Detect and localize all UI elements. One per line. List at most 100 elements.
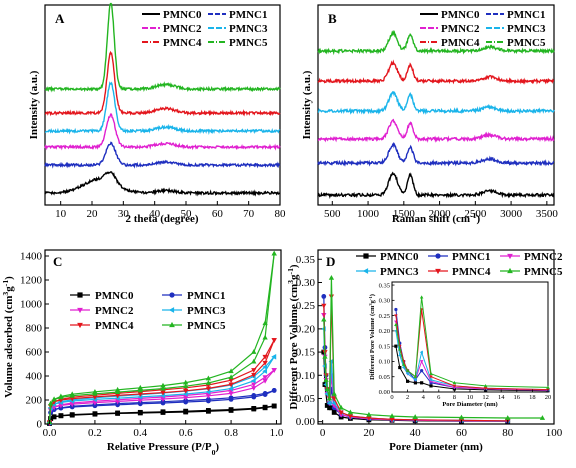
inset-point-pmnc3 — [429, 378, 433, 382]
data-point-pmnc5 — [251, 349, 257, 354]
inset-ytick-label: 0.35 — [379, 282, 390, 289]
inset-point-pmnc5 — [452, 380, 457, 385]
data-point-pmnc4 — [228, 378, 234, 384]
data-point-pmnc0 — [183, 408, 189, 414]
inset-x-axis-label: Pore Diameter (nm) — [442, 401, 497, 408]
panel-a-xtick-label: 20 — [87, 208, 99, 220]
panel-d-ytick-label: 0.05 — [296, 393, 316, 405]
series-line-pmnc3 — [45, 81, 281, 135]
data-point-pmnc5 — [328, 274, 335, 280]
series-line-pmnc1 — [44, 141, 281, 169]
panel-b-xtick-label: 2000 — [429, 208, 452, 220]
x-axis-label-b-part: -1 — [470, 211, 477, 220]
inset-y-axis-label: Different Pore Volume (cm3g-1) — [368, 294, 377, 380]
data-point-pmnc3 — [262, 364, 268, 370]
data-point-pmnc5 — [228, 368, 234, 374]
panel-label-c: C — [53, 254, 62, 269]
panel-d-xtick-label: 80 — [502, 427, 514, 439]
inset-ytick-label: 0.30 — [379, 298, 390, 305]
panel-d-xtick-label: 100 — [546, 427, 563, 439]
data-point-pmnc5 — [183, 383, 189, 389]
data-point-pmnc5 — [347, 409, 354, 415]
data-point-pmnc3 — [328, 358, 334, 364]
panel-c-ytick-label: 1000 — [20, 299, 43, 311]
panel-b-xtick-label: 3500 — [536, 208, 559, 220]
inset-xtick-label: 10 — [467, 394, 474, 401]
panel-c-xtick-label: 1.0 — [270, 427, 284, 439]
inset-ytick-label: 0.25 — [379, 313, 390, 320]
legend-label-pmnc4: PMNC4 — [452, 266, 491, 278]
legend-label-pmnc2: PMNC2 — [95, 305, 134, 317]
series-line-pmnc4 — [317, 59, 555, 85]
data-point-pmnc5 — [262, 320, 268, 326]
panel-d-xtick-label: 20 — [363, 427, 375, 439]
inset-point-pmnc3 — [419, 350, 423, 355]
legend-label-pmnc2: PMNC2 — [524, 251, 563, 263]
inset-point-pmnc3 — [405, 371, 409, 376]
data-point-pmnc0 — [262, 404, 268, 410]
data-point-pmnc5 — [539, 415, 546, 420]
legend-label-pmnc5: PMNC5 — [507, 37, 546, 49]
inset-xtick-label: 4 — [422, 394, 426, 401]
inset-point-pmnc4 — [394, 314, 398, 318]
panel-d-xtick-label: 60 — [456, 427, 468, 439]
data-point-pmnc1 — [262, 391, 268, 396]
panel-d-ytick-label: 0.35 — [296, 254, 316, 266]
inset-xtick-label: 0 — [390, 394, 393, 401]
panel-label-d: D — [326, 254, 335, 269]
inset-xtick-label: 6 — [437, 394, 441, 401]
legend-marker-pmnc3 — [168, 307, 175, 313]
data-point-pmnc5 — [389, 413, 395, 419]
panel-c-isotherms: 0.0 0.2 0.4 0.6 0.8 1.0 0 200 400 600 800 1000 1200 1… — [1, 249, 284, 457]
inset-point-pmnc5 — [413, 374, 418, 379]
legend-marker-pmnc5 — [169, 321, 175, 328]
data-point-pmnc5 — [322, 353, 328, 359]
inset-point-pmnc5 — [429, 371, 433, 375]
x-axis-label-b-part: (cm — [452, 213, 470, 225]
data-point-pmnc0 — [228, 407, 234, 412]
legend-label-pmnc4: PMNC4 — [95, 320, 134, 332]
data-point-pmnc0 — [251, 406, 257, 411]
inset-xtick-label: 16 — [514, 394, 521, 401]
inset-xtick-label: 18 — [529, 394, 536, 401]
panel-d-pore-distribution: 0 20 40 60 80 1000.000.050.100.150.200.250.30… — [286, 249, 563, 453]
data-point-pmnc4 — [262, 354, 268, 360]
panel-a-xtick-label: 50 — [181, 208, 193, 220]
x-axis-label-b-part: Raman shift — [392, 213, 453, 225]
inset-point-pmnc0 — [429, 384, 433, 388]
data-point-pmnc5 — [205, 380, 212, 385]
data-point-pmnc5 — [51, 396, 57, 402]
data-point-pmnc1 — [205, 397, 211, 402]
panel-a-xtick-label: 70 — [243, 208, 255, 220]
data-point-pmnc4 — [251, 372, 257, 378]
data-point-pmnc0 — [48, 416, 54, 421]
series-line-pmnc0 — [317, 171, 555, 199]
legend-marker-pmnc4 — [435, 268, 441, 275]
data-point-pmnc5 — [458, 414, 465, 420]
panel-d-ytick-label: 0.10 — [296, 370, 316, 382]
panel-label-b: B — [328, 11, 337, 26]
series-line-pmnc3 — [317, 91, 555, 116]
legend-label-pmnc5: PMNC5 — [229, 37, 268, 49]
x-axis-label-a: 2 theta (degree) — [125, 213, 198, 225]
data-point-pmnc2 — [251, 382, 257, 388]
inset-point-pmnc0 — [398, 365, 402, 370]
data-point-pmnc0 — [115, 410, 121, 416]
y-axis-label-d-part: ) — [288, 264, 300, 268]
panel-a-xtick-label: 80 — [275, 208, 287, 220]
data-point-pmnc5 — [205, 375, 212, 381]
panel-c-xtick-label: 0.6 — [179, 427, 193, 439]
data-point-pmnc5 — [321, 316, 327, 322]
legend-label-pmnc1: PMNC1 — [229, 9, 268, 21]
data-point-pmnc0 — [329, 405, 334, 411]
series-line-pmnc2 — [44, 112, 281, 151]
x-axis-label-c-part: Relative Pressure (P/P — [107, 441, 212, 453]
inset-point-pmnc4 — [483, 387, 488, 391]
data-point-pmnc0 — [331, 410, 337, 415]
legend-label-pmnc3: PMNC3 — [187, 305, 226, 317]
panel-a-xtick-label: 30 — [118, 208, 130, 220]
panel-c-ytick-label: 600 — [26, 347, 43, 359]
inset-point-pmnc5 — [419, 295, 424, 299]
data-point-pmnc5 — [183, 379, 189, 385]
series-line-pmnc5 — [317, 29, 555, 56]
